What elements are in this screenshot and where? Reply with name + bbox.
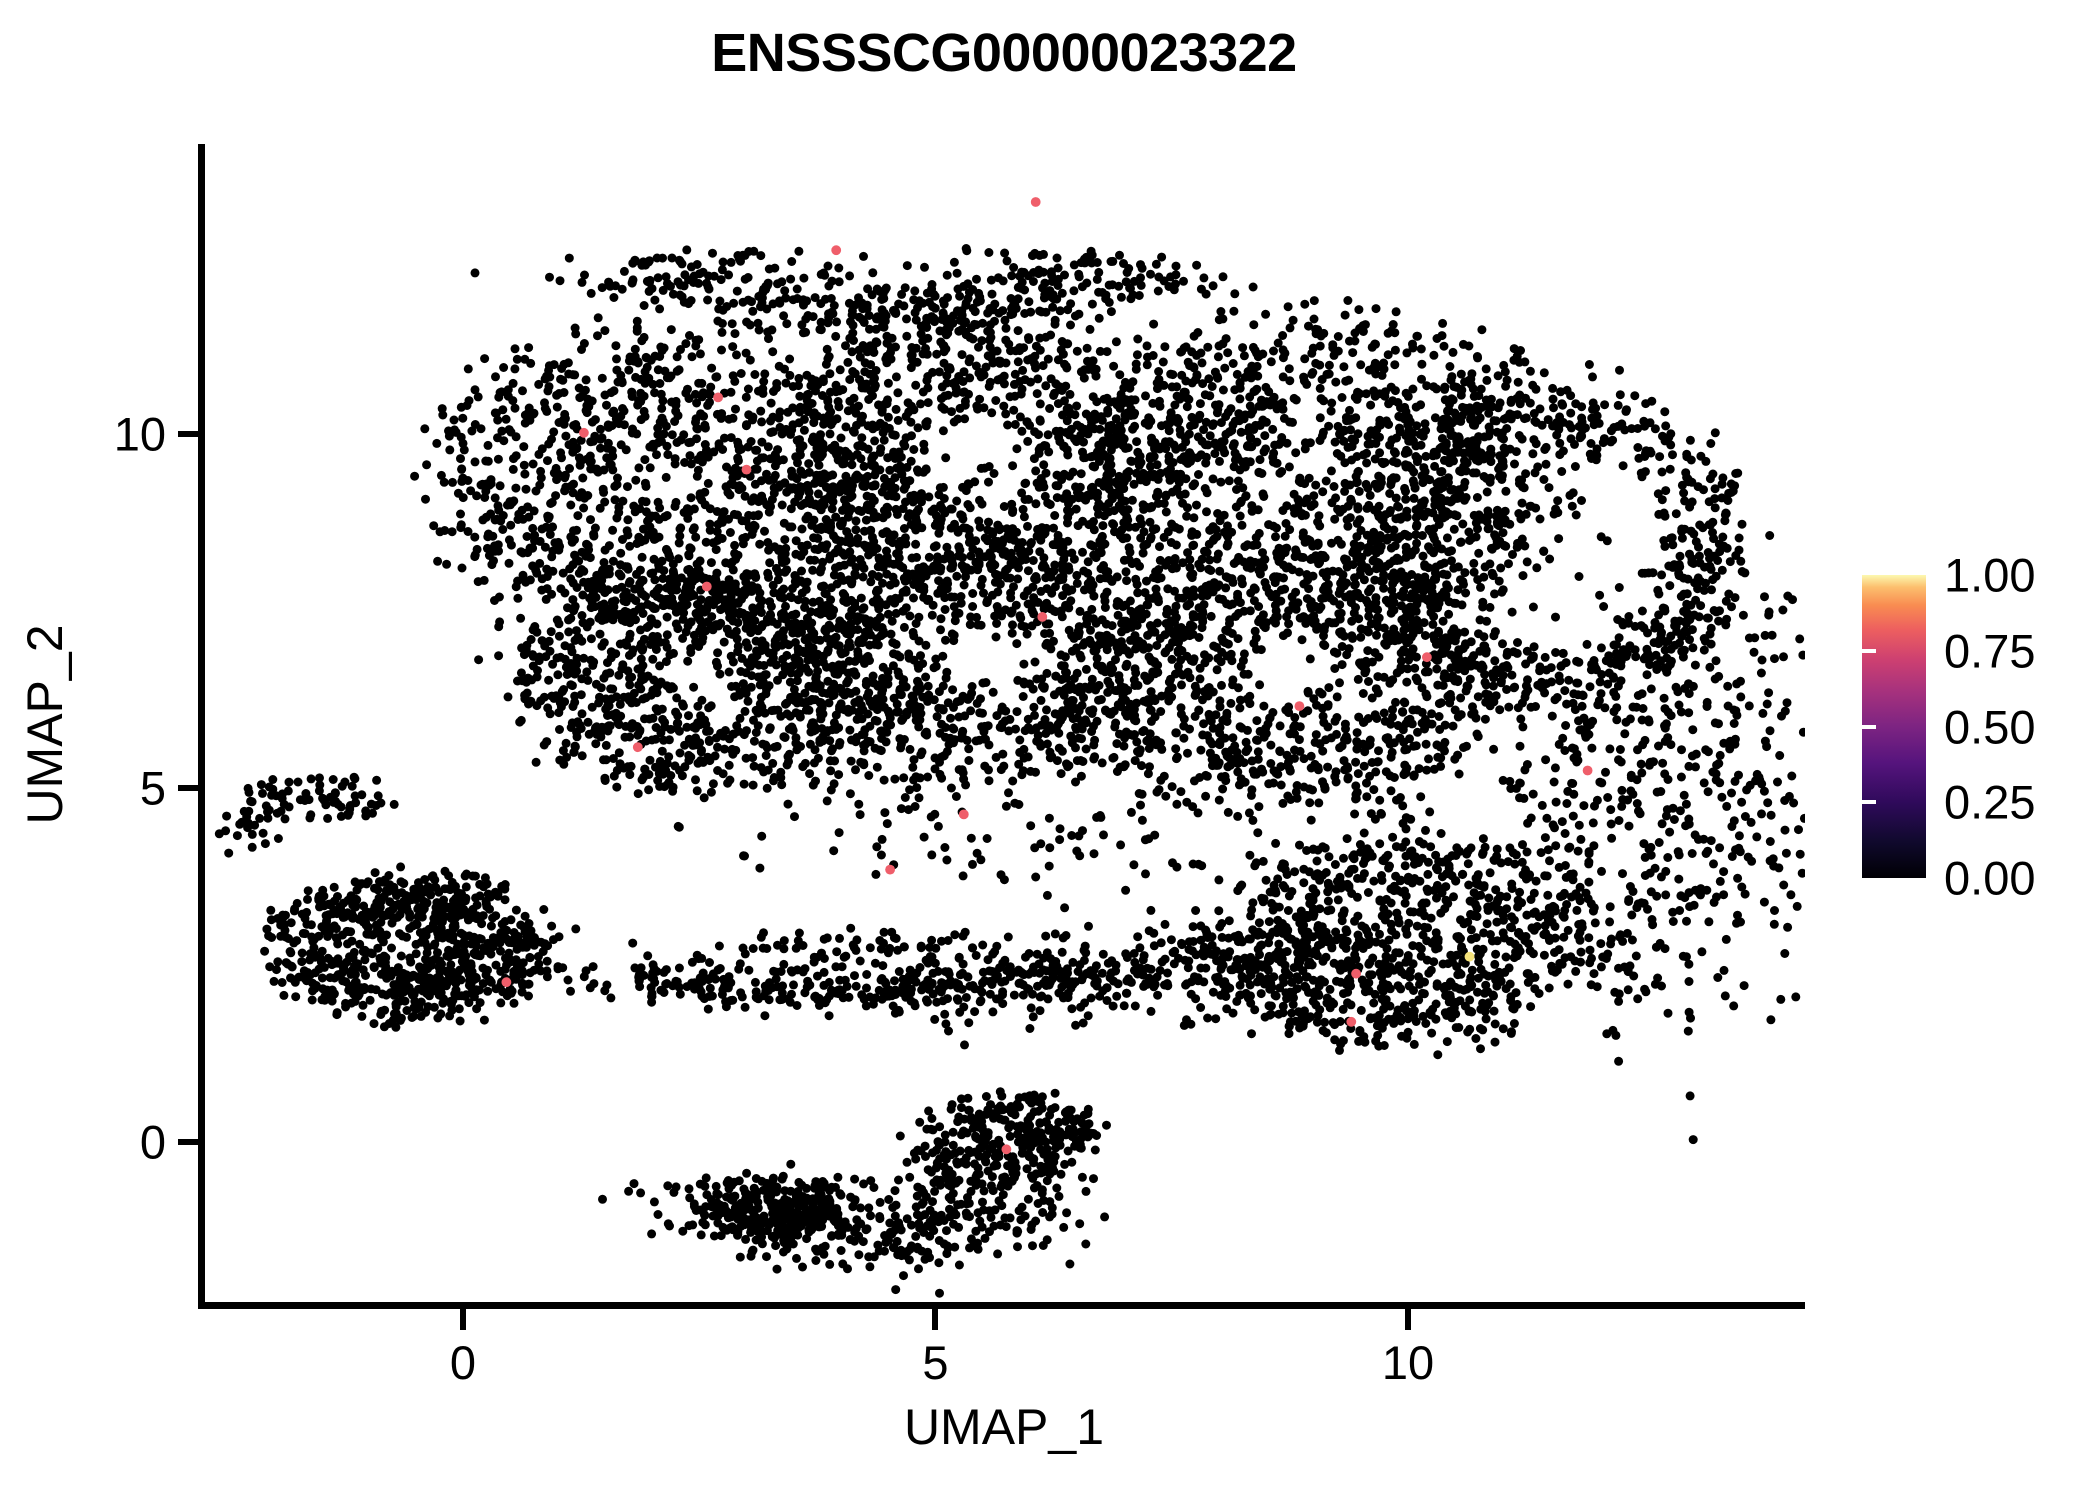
- x-tick-label: 10: [1381, 1336, 1435, 1389]
- expressing-point: [579, 427, 589, 438]
- x-tick-label: 5: [922, 1336, 949, 1389]
- non-expressing-points: [214, 244, 1805, 1298]
- colorbar-tick-label: 0.50: [1944, 700, 2036, 753]
- colorbar-tick-mark: [1862, 800, 1876, 805]
- expressing-points: [501, 197, 1593, 1155]
- colorbar-tick-label: 0.25: [1944, 775, 2036, 829]
- expressing-point: [1037, 612, 1048, 622]
- expressing-point: [1030, 197, 1041, 207]
- page-title: ENSSSCG00000023322: [711, 23, 1297, 83]
- y-tick-mark: [178, 431, 199, 438]
- colorbar-tick-mark: [2078, 724, 2092, 729]
- expressing-point: [713, 392, 723, 403]
- expressing-point: [831, 245, 842, 256]
- scatter-points-layer: [214, 197, 1805, 1298]
- expressing-point: [1346, 1016, 1357, 1027]
- y-axis-title: UMAP_2: [17, 624, 73, 825]
- y-axis-line: [198, 144, 205, 1309]
- expressing-point: [632, 742, 643, 753]
- x-tick-label: 0: [449, 1336, 476, 1389]
- x-axis-title: UMAP_1: [903, 1399, 1105, 1455]
- colorbar-tick-label: 0.75: [1944, 624, 2036, 678]
- y-tick-label: 5: [139, 761, 166, 815]
- x-axis-line: [198, 1302, 1805, 1309]
- y-tick-label: 0: [139, 1115, 166, 1169]
- colorbar-tick-label: 1.00: [1944, 548, 2036, 602]
- expressing-point: [741, 464, 752, 475]
- expressing-point: [501, 977, 512, 988]
- x-tick-mark: [1405, 1309, 1412, 1330]
- expressing-point: [1351, 968, 1361, 979]
- colorbar-legend[interactable]: 1.00 0.75 0.50 0.25 0.00: [1862, 549, 2092, 905]
- x-tick-mark: [459, 1309, 466, 1330]
- expressing-point: [1001, 1144, 1012, 1155]
- scatter-plot-panel[interactable]: [203, 144, 1805, 1305]
- colorbar-tick-mark: [1862, 724, 1876, 729]
- y-tick-label: 10: [113, 407, 166, 461]
- x-tick-mark: [932, 1309, 939, 1330]
- expressing-point: [885, 864, 895, 875]
- y-tick-mark: [178, 785, 199, 792]
- colorbar-tick-mark: [1862, 648, 1876, 653]
- expressing-point: [1422, 652, 1432, 663]
- y-tick-mark: [178, 1139, 199, 1146]
- expressing-point: [1294, 701, 1305, 711]
- expressing-point: [958, 809, 969, 820]
- expressing-point: [1582, 765, 1593, 776]
- colorbar-tick-label: 0.00: [1944, 851, 2036, 905]
- colorbar-tick-mark: [2078, 800, 2092, 805]
- expressing-point: [701, 581, 712, 592]
- expressing-point: [1464, 951, 1475, 962]
- colorbar-tick-mark: [2078, 648, 2092, 653]
